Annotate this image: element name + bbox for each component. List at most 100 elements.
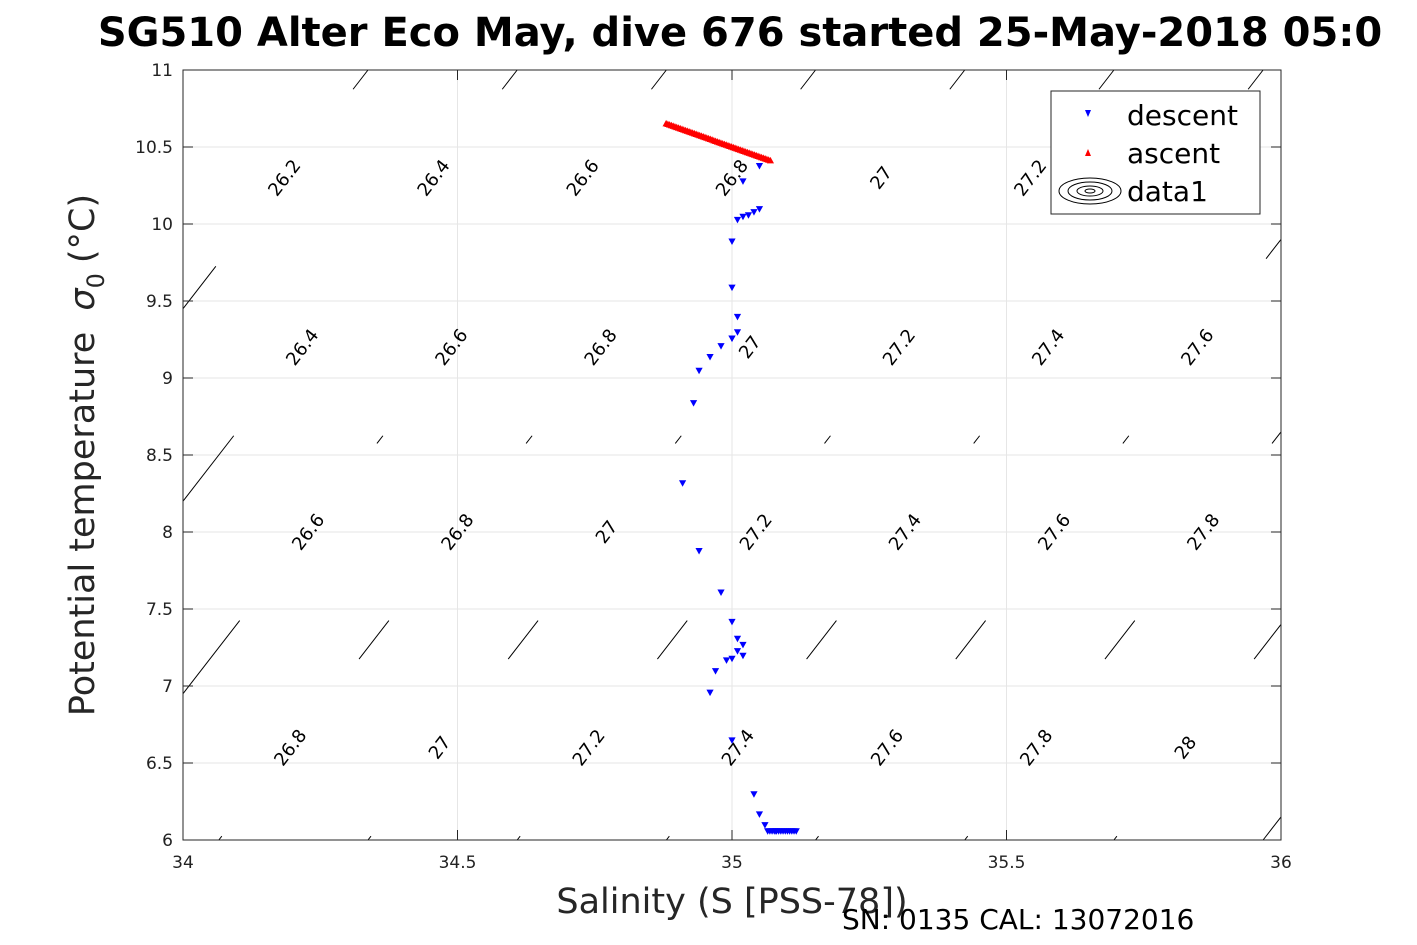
chart-title: SG510 Alter Eco May, dive 676 started 25… [98,10,1382,56]
descent-point [733,648,742,655]
descent-point [761,822,769,829]
descent-point [717,343,725,350]
contour-line [665,835,670,841]
contour-line [815,835,819,841]
contour-line [651,69,667,90]
legend: descent ascent data1 [1050,90,1261,215]
x-tick-label: 35 [721,853,743,873]
x-tick-label: 34.5 [439,853,477,873]
serial-calibration-note: SN: 0135 CAL: 13072016 [842,903,1194,936]
legend-descent-marker [1085,110,1091,117]
descent-point [744,212,753,219]
descent-point [792,828,800,835]
y-tick-label: 10.5 [135,138,173,158]
contour-line [367,835,372,841]
y-axis-label-unit: (°C) [63,194,103,263]
legend-descent-label: descent [1127,99,1238,132]
y-tick-label: 6.5 [146,754,173,774]
descent-point [678,480,687,487]
axis-ticks: 34 34.5 35 35.5 36 6 6.5 7 7.5 8 8.5 9 9.5 10 10.5 11 [135,61,1292,873]
descent-point [728,284,736,292]
data-markers [662,119,800,835]
descent-point [733,216,742,224]
descent-point [739,178,747,185]
contour-line [1247,69,1264,90]
y-axis-label-sigma: σ [63,287,103,311]
descent-point [755,162,764,170]
contour-line [218,835,223,841]
y-tick-label: 10 [151,215,173,235]
descent-point [739,652,747,660]
contour-line [1104,620,1136,660]
descent-point [750,791,758,798]
y-tick-label: 9 [162,369,173,389]
contour-line [352,69,369,90]
descent-point [755,206,764,213]
descent-point [728,655,736,663]
y-axis-label: Potential temperature σ0 (°C) [63,194,110,716]
contour-line [516,835,521,841]
y-tick-label: 8 [162,523,173,543]
contour-line [949,69,966,90]
descent-point [706,353,714,361]
descent-point [733,313,742,321]
descent-point [728,618,736,626]
contour-line [657,620,688,660]
contour-line [824,435,831,444]
descent-point [706,689,714,697]
ascent-point [766,156,775,164]
x-axis-label: Salinity (S [PSS-78]) [556,882,907,922]
contour-line [501,69,518,90]
descent-point [717,589,725,597]
contour-line [1253,624,1282,660]
descent-point [728,238,736,245]
descent-point [750,209,758,216]
contour-line [358,620,390,660]
descent-point [695,547,703,555]
contour-line [1098,69,1115,90]
contour-line [507,620,539,660]
descent-point [739,641,747,649]
descent-point [733,329,742,336]
descent-point [728,335,736,342]
legend-data1-label: data1 [1127,175,1208,208]
legend-ascent-marker [1085,149,1091,156]
descent-point [695,367,703,375]
contour-line [1265,239,1282,259]
contour-line [182,435,235,502]
contour-line [182,266,217,310]
descent-point [711,668,720,675]
contour-line [1122,435,1130,444]
contour-line [973,435,981,444]
x-tick-label: 34 [172,853,194,873]
y-tick-label: 6 [162,831,173,851]
x-tick-label: 36 [1270,853,1292,873]
y-tick-label: 9.5 [146,292,173,312]
contour-line [1262,816,1282,841]
contour-line [674,435,682,444]
descent-point [733,635,742,643]
y-tick-label: 8.5 [146,446,173,466]
x-tick-label: 35.5 [988,853,1026,873]
contour-line [525,435,533,444]
contour-line [955,620,987,660]
descent-point [739,213,747,221]
y-axis-label-text: Potential temperature [63,332,103,716]
contour-line [800,69,816,90]
contour-line [964,835,969,841]
descent-point [755,811,764,818]
contour-line [806,620,837,660]
descent-point [722,657,731,664]
contour-line [1113,835,1118,841]
y-tick-label: 7.5 [146,600,173,620]
y-axis-label-subscript: 0 [82,273,110,288]
descent-point [728,737,736,744]
contour-line [376,435,384,444]
legend-data1-contour-icon [1058,177,1122,205]
contour-line [1271,431,1282,444]
svg-text:Potential temperature σ0: Potential temperature σ0 (°C) [63,194,110,716]
descent-point [689,400,698,407]
legend-ascent-label: ascent [1127,137,1220,170]
y-tick-label: 11 [151,61,173,81]
